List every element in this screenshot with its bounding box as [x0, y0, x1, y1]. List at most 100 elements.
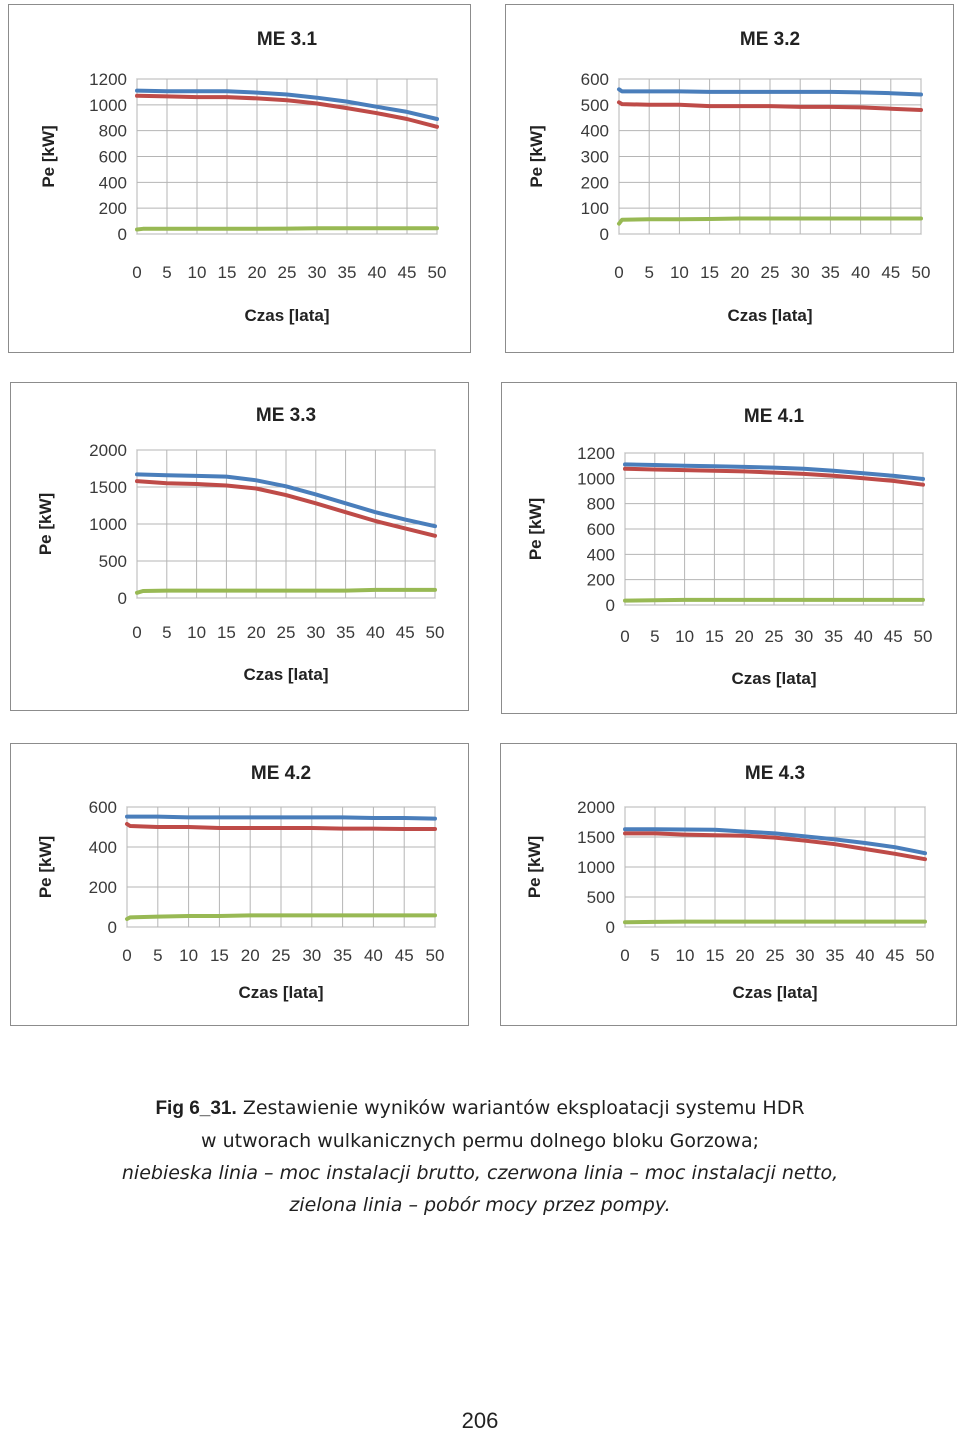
- y-tick-label: 400: [587, 545, 615, 564]
- x-tick-label: 45: [884, 627, 903, 646]
- y-tick-label: 600: [99, 148, 127, 167]
- series-line-pumps: [617, 216, 923, 226]
- y-tick-label: 200: [581, 173, 609, 192]
- x-tick-label: 5: [650, 946, 659, 965]
- x-tick-label: 25: [277, 623, 296, 642]
- x-tick-label: 35: [336, 623, 355, 642]
- caption-figure-number: Fig 6_31.: [155, 1098, 237, 1119]
- series-line-pumps: [135, 226, 439, 232]
- x-tick-label: 15: [217, 623, 236, 642]
- page-number: 206: [461, 1408, 499, 1433]
- y-tick-label: 600: [581, 70, 609, 89]
- x-tick-label: 50: [428, 263, 447, 282]
- series-line-netto: [125, 822, 437, 831]
- x-tick-label: 20: [730, 263, 749, 282]
- chart-panel-me-4-3: 0 5 10 15 20 25 30 35 40 45 50 0 500 1000 1500 2000 ME 4…: [500, 743, 957, 1026]
- chart-svg-me-3-2: 0 5 10 15 20 25 30 35 40 45 500100200300400500600M…: [527, 29, 931, 325]
- x-tick-label: 15: [210, 946, 229, 965]
- y-tick-label: 0: [600, 225, 609, 244]
- x-tick-label: 15: [705, 627, 724, 646]
- y-tick-label: 1500: [577, 828, 615, 847]
- x-tick-label: 50: [914, 627, 933, 646]
- chart-title: ME 4.2: [251, 763, 311, 784]
- caption-line-2: w utworach wulkanicznych permu dolnego b…: [201, 1130, 759, 1152]
- x-tick-label: 50: [916, 946, 935, 965]
- series-line-pumps: [125, 913, 437, 921]
- series-line-brutto: [617, 87, 923, 97]
- x-tick-label: 30: [308, 263, 327, 282]
- y-tick-label: 0: [118, 225, 127, 244]
- chart-title: ME 3.3: [256, 405, 316, 426]
- x-tick-label: 50: [912, 263, 931, 282]
- y-tick-label: 800: [99, 122, 127, 141]
- x-tick-label: 20: [736, 946, 755, 965]
- x-tick-label: 5: [162, 263, 171, 282]
- x-tick-label: 25: [766, 946, 785, 965]
- chart-title: ME 3.2: [740, 29, 800, 50]
- y-tick-label: 1000: [577, 858, 615, 877]
- x-tick-label: 40: [854, 627, 873, 646]
- chart-panel-me-4-1: 0 5 10 15 20 25 30 35 40 45 50 0 200 400 600 800 1000 120…: [501, 382, 957, 714]
- y-tick-label: 0: [118, 589, 127, 608]
- series-line-netto: [135, 93, 439, 129]
- series-line-brutto: [135, 88, 439, 121]
- series-line-brutto: [623, 827, 927, 856]
- y-tick-label: 500: [581, 96, 609, 115]
- x-axis-label: Czas [lata]: [243, 665, 328, 684]
- y-tick-label: 1000: [577, 469, 615, 488]
- x-tick-label: 50: [426, 623, 445, 642]
- figure-caption: Fig 6_31. Zestawienie wyników wariantów …: [60, 1092, 900, 1221]
- x-tick-label: 45: [398, 263, 417, 282]
- y-axis-label: Pe [kW]: [525, 836, 544, 898]
- caption-legend-line-1: niebieska linia – moc instalacji brutto,…: [121, 1162, 839, 1184]
- chart-panel-me-4-2: 0 5 10 15 20 25 30 35 40 45 50 0 200 400 600 ME 4.2 Czas…: [10, 743, 469, 1026]
- chart-title: ME 3.1: [257, 29, 318, 50]
- x-tick-label: 50: [426, 946, 445, 965]
- x-tick-label: 30: [302, 946, 321, 965]
- x-tick-label: 25: [761, 263, 780, 282]
- y-axis-label: Pe [kW]: [526, 498, 545, 560]
- series-line-brutto: [125, 814, 437, 821]
- x-tick-label: 40: [368, 263, 387, 282]
- x-tick-label: 35: [821, 263, 840, 282]
- x-tick-label: 10: [676, 946, 695, 965]
- caption-line-1: Fig 6_31. Zestawienie wyników wariantów …: [60, 1092, 900, 1125]
- series-line-brutto: [623, 462, 925, 481]
- x-tick-label: 45: [881, 263, 900, 282]
- x-tick-label: 10: [670, 263, 689, 282]
- y-tick-label: 1000: [89, 515, 127, 534]
- x-tick-label: 5: [153, 946, 162, 965]
- y-tick-label: 600: [89, 798, 117, 817]
- x-tick-label: 0: [620, 627, 629, 646]
- y-tick-label: 1200: [577, 444, 615, 463]
- series-line-pumps: [623, 919, 927, 925]
- x-tick-label: 35: [338, 263, 357, 282]
- series-line-netto: [623, 466, 925, 487]
- x-tick-label: 20: [248, 263, 267, 282]
- y-tick-label: 500: [587, 888, 615, 907]
- y-tick-label: 400: [99, 173, 127, 192]
- series-line-brutto: [135, 472, 437, 529]
- chart-title: ME 4.3: [745, 763, 805, 784]
- y-tick-label: 600: [587, 520, 615, 539]
- x-tick-label: 20: [247, 623, 266, 642]
- chart-svg-me-3-1: 0 5 10 15 20 25 30 35 40 45 50 0 200 400 600 800 1000 120…: [39, 29, 447, 325]
- x-tick-label: 15: [706, 946, 725, 965]
- y-tick-label: 0: [606, 918, 615, 937]
- y-tick-label: 1200: [89, 70, 127, 89]
- x-tick-label: 30: [791, 263, 810, 282]
- y-tick-label: 500: [99, 552, 127, 571]
- x-axis-label: Czas [lata]: [238, 983, 323, 1002]
- x-tick-label: 30: [796, 946, 815, 965]
- x-axis-label: Czas [lata]: [731, 669, 816, 688]
- chart-panel-me-3-1: 0 5 10 15 20 25 30 35 40 45 50 0 200 400 600 800 1000 120…: [8, 4, 471, 353]
- y-tick-label: 2000: [89, 441, 127, 460]
- caption-title: Zestawienie wyników wariantów eksploatac…: [242, 1097, 805, 1119]
- x-tick-label: 15: [218, 263, 237, 282]
- x-tick-label: 5: [644, 263, 653, 282]
- x-tick-label: 10: [187, 623, 206, 642]
- x-tick-label: 10: [179, 946, 198, 965]
- x-tick-label: 0: [122, 946, 131, 965]
- x-tick-label: 20: [735, 627, 754, 646]
